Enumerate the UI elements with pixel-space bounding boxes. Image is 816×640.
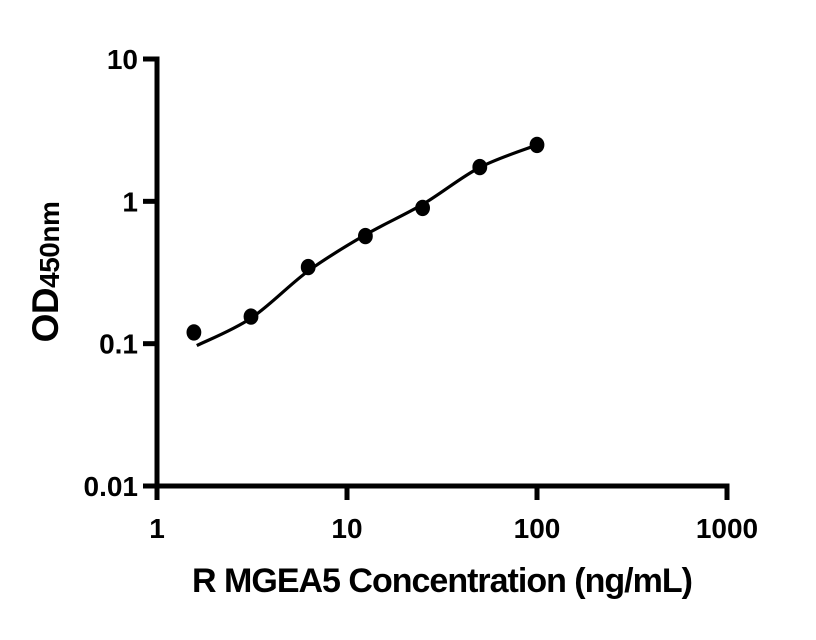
x-tick-label-1000: 1000 (696, 513, 758, 544)
y-axis-title-subscript: 450nm (34, 201, 65, 288)
y-tick-label-1: 1 (122, 186, 138, 217)
x-tick-label-100: 100 (514, 513, 561, 544)
data-point-2 (243, 308, 259, 325)
axis-frame (143, 56, 730, 500)
x-axis-title: R MGEA5 Concentration (ng/mL) (192, 562, 693, 600)
y-axis-title: OD450nm (25, 202, 67, 343)
x-tick-label-10: 10 (331, 513, 362, 544)
data-point-5 (415, 199, 430, 217)
y-tick-label-10: 10 (107, 44, 138, 75)
data-point-6 (472, 158, 488, 176)
data-point-1 (186, 324, 202, 341)
x-tick-label-1: 1 (149, 513, 165, 544)
y-tick-label-0.01: 0.01 (84, 471, 139, 502)
data-point-4 (358, 227, 373, 245)
y-axis-title-text: OD (25, 287, 66, 343)
data-point-3 (300, 258, 316, 276)
data-point-7 (529, 136, 545, 154)
y-tick-label-0.1: 0.1 (99, 329, 138, 360)
